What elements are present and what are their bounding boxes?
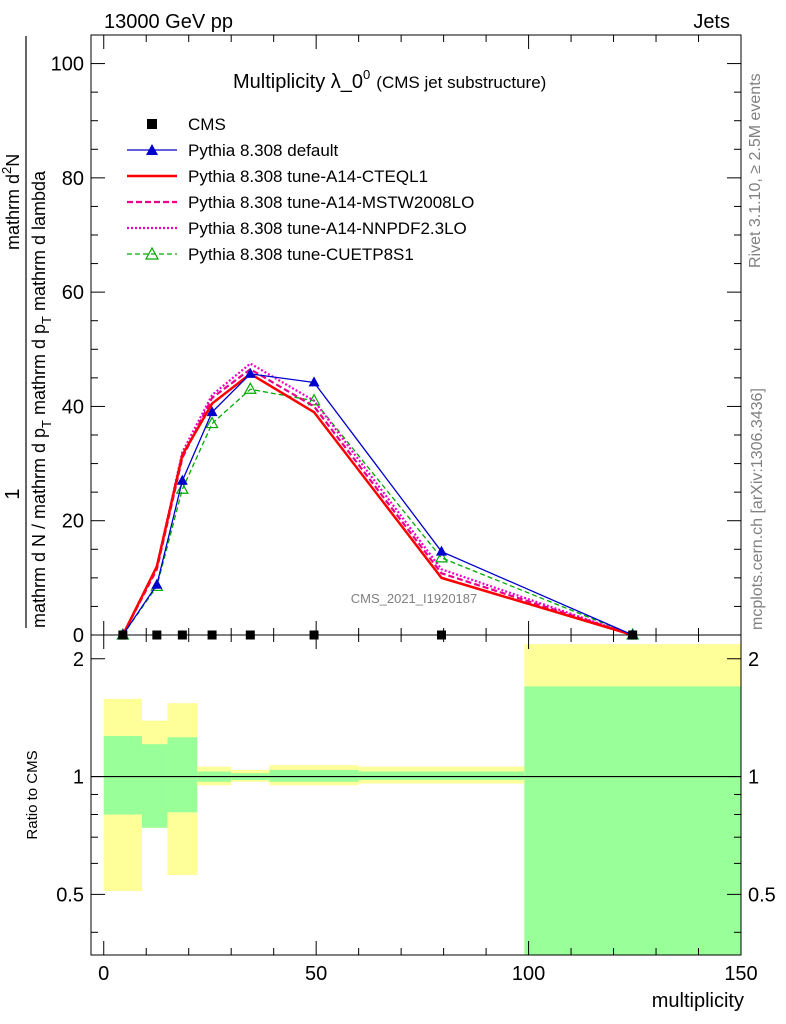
- ylabel-den: mathrm d N / mathrm d pTmathrm d pT math…: [29, 170, 54, 628]
- ratio-y-tick-label-left: 0.5: [56, 884, 84, 906]
- series-layer: [116, 362, 640, 640]
- ratio-band-inner-7: [524, 686, 741, 955]
- x-tick-label: 50: [305, 963, 327, 985]
- legend-entry-nnpdf: Pythia 8.308 tune-A14-NNPDF2.3LO: [127, 219, 467, 238]
- header-right: Jets: [693, 11, 730, 33]
- data-point-cuetp8s1: [205, 416, 219, 429]
- data-point-default: [176, 474, 188, 485]
- header-left: 13000 GeV pp: [104, 11, 233, 33]
- ylabel-num-2: mathrm d2N: [0, 154, 23, 250]
- title-main: Multiplicity λ_0: [233, 71, 363, 93]
- data-point-default: [151, 578, 163, 589]
- series-cteql1: [121, 372, 634, 637]
- legend-entry-cteql1: Pythia 8.308 tune-A14-CTEQL1: [127, 167, 428, 186]
- x-tick-labels: 0 50 100 150: [98, 963, 758, 985]
- ratio-y-tick-label-right: 2: [748, 649, 759, 671]
- side-text-top: Rivet 3.1.10, ≥ 2.5M events: [747, 73, 764, 268]
- main-y-tick-label: 100: [51, 54, 84, 76]
- legend-marker-cuetp8s1: [144, 246, 160, 260]
- data-point-default: [206, 406, 218, 417]
- legend-entry-default: Pythia 8.308 default: [127, 141, 339, 160]
- main-y-tick-label: 0: [73, 625, 84, 647]
- main-y-tick-labels: 0 20 40 60 80 100: [51, 54, 84, 647]
- ratio-band-inner-0: [103, 735, 142, 815]
- data-point-default: [308, 376, 320, 387]
- data-point-cuetp8s1: [307, 393, 321, 406]
- y-axis-label: 1 mathrm d N / mathrm d pTmathrm d pT ma…: [0, 36, 54, 628]
- legend-marker-cms: [147, 119, 157, 129]
- main-y-tick-label: 80: [62, 168, 84, 190]
- data-point-default: [435, 545, 447, 556]
- svg-text:Multiplicity λ_00(CMS jet subs: Multiplicity λ_00 (CMS jet substructure): [233, 67, 546, 93]
- title-sub: (CMS jet substructure): [376, 73, 546, 92]
- side-text-bottom: mcplots.cern.ch [arXiv:1306.3436]: [749, 388, 766, 630]
- ratio-y-axis-label: Ratio to CMS: [24, 750, 41, 839]
- ratio-band-inner-2: [167, 737, 198, 813]
- legend-marker-default: [146, 144, 158, 155]
- legend-entry-cuetp8s1: Pythia 8.308 tune-CUETP8S1: [127, 245, 414, 264]
- ratio-band-inner-6: [358, 771, 525, 780]
- ratio-y-tick-label-left: 1: [73, 767, 84, 789]
- ratio-y-tick-label-right: 0.5: [748, 884, 776, 906]
- x-tick-label: 0: [98, 963, 109, 985]
- watermark: CMS_2021_I1920187: [351, 591, 478, 606]
- legend-entry-cms: CMS: [147, 115, 226, 134]
- series-default: [117, 367, 639, 639]
- legend-label-default: Pythia 8.308 default: [188, 141, 339, 160]
- legend-label-mstw: Pythia 8.308 tune-A14-MSTW2008LO: [188, 193, 474, 212]
- x-tick-label: 150: [724, 963, 757, 985]
- legend-label-cuetp8s1: Pythia 8.308 tune-CUETP8S1: [188, 245, 414, 264]
- ylabel-num-1: 1: [2, 488, 24, 499]
- main-y-tick-label: 60: [62, 282, 84, 304]
- series-line-default: [122, 373, 633, 636]
- legend-label-nnpdf: Pythia 8.308 tune-A14-NNPDF2.3LO: [188, 219, 467, 238]
- ratio-y-tick-label-left: 2: [73, 649, 84, 671]
- legend-label-cteql1: Pythia 8.308 tune-A14-CTEQL1: [188, 167, 428, 186]
- main-y-tick-label: 40: [62, 396, 84, 418]
- main-ticks: [91, 34, 742, 636]
- series-line-cteql1: [121, 372, 634, 637]
- data-point-default: [244, 367, 256, 378]
- data-point-cuetp8s1: [434, 550, 449, 563]
- chart-title: Multiplicity λ_00 (CMS jet substructure): [233, 67, 546, 93]
- legend-label-cms: CMS: [188, 115, 226, 134]
- legend-entry-mstw: Pythia 8.308 tune-A14-MSTW2008LO: [127, 193, 474, 212]
- legend: CMS Pythia 8.308 default Pythia 8.308 tune…: [127, 115, 474, 264]
- data-point-cuetp8s1: [243, 382, 257, 394]
- ratio-band-inner-1: [141, 744, 168, 828]
- ratio-plot-frame: [90, 634, 742, 956]
- series-line-cuetp8s1: [122, 388, 633, 636]
- ratio-y-tick-label-right: 1: [748, 767, 759, 789]
- ratio-bands: [103, 644, 741, 955]
- x-tick-label: 100: [512, 963, 545, 985]
- main-y-tick-label: 20: [62, 511, 84, 533]
- ratio-band-inner-5: [269, 769, 359, 782]
- title-sup: 0: [363, 67, 370, 82]
- x-axis-label: multiplicity: [652, 990, 744, 1012]
- data-point-cuetp8s1: [175, 482, 189, 494]
